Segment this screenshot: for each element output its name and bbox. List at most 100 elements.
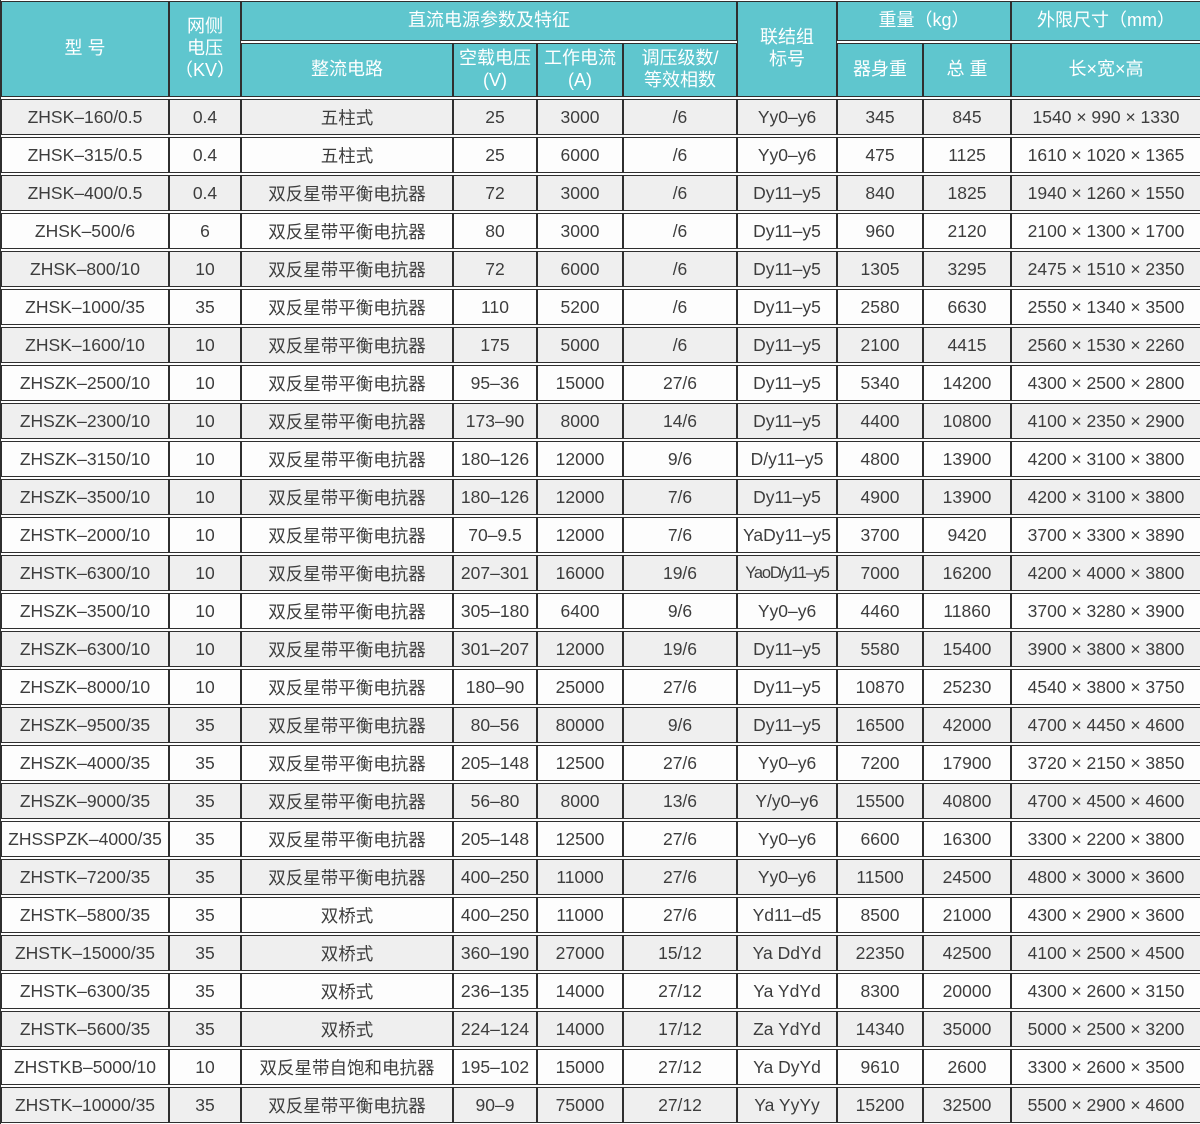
cell-dimensions: 3900 × 3800 × 3800 [1011,631,1200,667]
cell-no-load-voltage: 72 [453,175,537,211]
cell-dimensions: 2550 × 1340 × 3500 [1011,289,1200,325]
cell-rectifier: 双桥式 [241,935,453,971]
table-row: ZHSSPZK–4000/35 35 双反星带平衡电抗器 205–148 12500 27… [1,821,1200,857]
cell-model: ZHSZK–9000/35 [1,783,169,819]
cell-total-weight: 1825 [923,175,1012,211]
cell-model: ZHSTK–15000/35 [1,935,169,971]
cell-model: ZHSK–1000/35 [1,289,169,325]
cell-working-current: 12500 [537,745,623,781]
cell-dimensions: 4100 × 2500 × 4500 [1011,935,1200,971]
cell-body-weight: 15500 [837,783,923,819]
table-row: ZHSZK–3500/10 10 双反星带平衡电抗器 180–126 12000 7/6 D… [1,479,1200,515]
cell-model: ZHSTK–7200/35 [1,859,169,895]
cell-rectifier: 双反星带平衡电抗器 [241,441,453,477]
cell-no-load-voltage: 360–190 [453,935,537,971]
table-row: ZHSTK–2000/10 10 双反星带平衡电抗器 70–9.5 12000 7/6 Ya… [1,517,1200,553]
cell-grid-voltage: 10 [169,327,241,363]
cell-dimensions: 2560 × 1530 × 2260 [1011,327,1200,363]
cell-regulation: /6 [623,213,737,249]
cell-connection: Yy0–y6 [737,859,837,895]
cell-model: ZHSTK–6300/10 [1,555,169,591]
cell-grid-voltage: 10 [169,441,241,477]
cell-regulation: 27/6 [623,821,737,857]
cell-connection: Dy11–y5 [737,327,837,363]
cell-dimensions: 2100 × 1300 × 1700 [1011,213,1200,249]
cell-body-weight: 7000 [837,555,923,591]
cell-grid-voltage: 35 [169,783,241,819]
cell-grid-voltage: 35 [169,707,241,743]
cell-model: ZHSTKB–5000/10 [1,1049,169,1085]
table-row: ZHSTK–15000/35 35 双桥式 360–190 27000 15/12 Ya D… [1,935,1200,971]
cell-rectifier: 双桥式 [241,897,453,933]
cell-body-weight: 22350 [837,935,923,971]
header-dc-group: 直流电源参数及特征 [241,1,737,41]
cell-grid-voltage: 10 [169,631,241,667]
cell-total-weight: 17900 [923,745,1012,781]
cell-working-current: 16000 [537,555,623,591]
cell-no-load-voltage: 205–148 [453,821,537,857]
cell-working-current: 80000 [537,707,623,743]
cell-regulation: 27/12 [623,973,737,1009]
cell-regulation: 27/6 [623,365,737,401]
cell-rectifier: 双反星带平衡电抗器 [241,745,453,781]
cell-grid-voltage: 10 [169,555,241,591]
cell-body-weight: 4800 [837,441,923,477]
cell-dimensions: 4300 × 2600 × 3150 [1011,973,1200,1009]
cell-grid-voltage: 0.4 [169,137,241,173]
header-no-load-voltage: 空载电压 (V) [453,43,537,97]
table-row: ZHSZK–9500/35 35 双反星带平衡电抗器 80–56 80000 9/6 Dy1… [1,707,1200,743]
cell-dimensions: 4200 × 4000 × 3800 [1011,555,1200,591]
cell-rectifier: 双桥式 [241,973,453,1009]
cell-grid-voltage: 0.4 [169,99,241,135]
cell-model: ZHSZK–3150/10 [1,441,169,477]
cell-no-load-voltage: 80–56 [453,707,537,743]
cell-regulation: 14/6 [623,403,737,439]
cell-grid-voltage: 10 [169,403,241,439]
table-row: ZHSTK–10000/35 35 双反星带平衡电抗器 90–9 75000 27/12 Y… [1,1087,1200,1123]
table-row: ZHSTK–6300/10 10 双反星带平衡电抗器 207–301 16000 19/6… [1,555,1200,591]
cell-regulation: 27/6 [623,859,737,895]
cell-no-load-voltage: 195–102 [453,1049,537,1085]
header-dimensions: 长×宽×高 [1011,43,1200,97]
cell-connection: Dy11–y5 [737,289,837,325]
cell-regulation: /6 [623,251,737,287]
cell-model: ZHSSPZK–4000/35 [1,821,169,857]
table-header: 型 号 网侧 电压 （KV） 直流电源参数及特征 联结组 标号 重量（kg） 外… [1,1,1200,97]
cell-working-current: 14000 [537,1011,623,1047]
cell-model: ZHSZK–9500/35 [1,707,169,743]
cell-total-weight: 9420 [923,517,1012,553]
cell-total-weight: 32500 [923,1087,1012,1123]
cell-regulation: 7/6 [623,479,737,515]
cell-body-weight: 3700 [837,517,923,553]
cell-regulation: 19/6 [623,631,737,667]
cell-dimensions: 2475 × 1510 × 2350 [1011,251,1200,287]
cell-body-weight: 8300 [837,973,923,1009]
cell-rectifier: 双反星带平衡电抗器 [241,555,453,591]
table-row: ZHSZK–2300/10 10 双反星带平衡电抗器 173–90 8000 14/6 Dy… [1,403,1200,439]
cell-rectifier: 双反星带平衡电抗器 [241,593,453,629]
cell-model: ZHSK–160/0.5 [1,99,169,135]
cell-body-weight: 4400 [837,403,923,439]
cell-regulation: 27/6 [623,669,737,705]
table-row: ZHSTK–7200/35 35 双反星带平衡电抗器 400–250 11000 27/6… [1,859,1200,895]
cell-regulation: 27/6 [623,745,737,781]
cell-connection: Dy11–y5 [737,365,837,401]
cell-grid-voltage: 10 [169,1049,241,1085]
cell-rectifier: 五柱式 [241,137,453,173]
cell-connection: Yy0–y6 [737,99,837,135]
cell-no-load-voltage: 25 [453,137,537,173]
cell-connection: YaDy11–y5 [737,517,837,553]
cell-model: ZHSZK–3500/10 [1,593,169,629]
cell-connection: Yy0–y6 [737,745,837,781]
cell-total-weight: 20000 [923,973,1012,1009]
table-row: ZHSZK–9000/35 35 双反星带平衡电抗器 56–80 8000 13/6 Y/y… [1,783,1200,819]
cell-no-load-voltage: 180–126 [453,479,537,515]
cell-regulation: 17/12 [623,1011,737,1047]
table-row: ZHSZK–2500/10 10 双反星带平衡电抗器 95–36 15000 27/6 Dy… [1,365,1200,401]
cell-model: ZHSTK–10000/35 [1,1087,169,1123]
header-weight-group: 重量（kg） [837,1,1012,41]
cell-regulation: 15/12 [623,935,737,971]
cell-model: ZHSTK–5600/35 [1,1011,169,1047]
cell-rectifier: 双反星带平衡电抗器 [241,821,453,857]
table-row: ZHSK–500/6 6 双反星带平衡电抗器 80 3000/6 Dy11–y5 960 21… [1,213,1200,249]
